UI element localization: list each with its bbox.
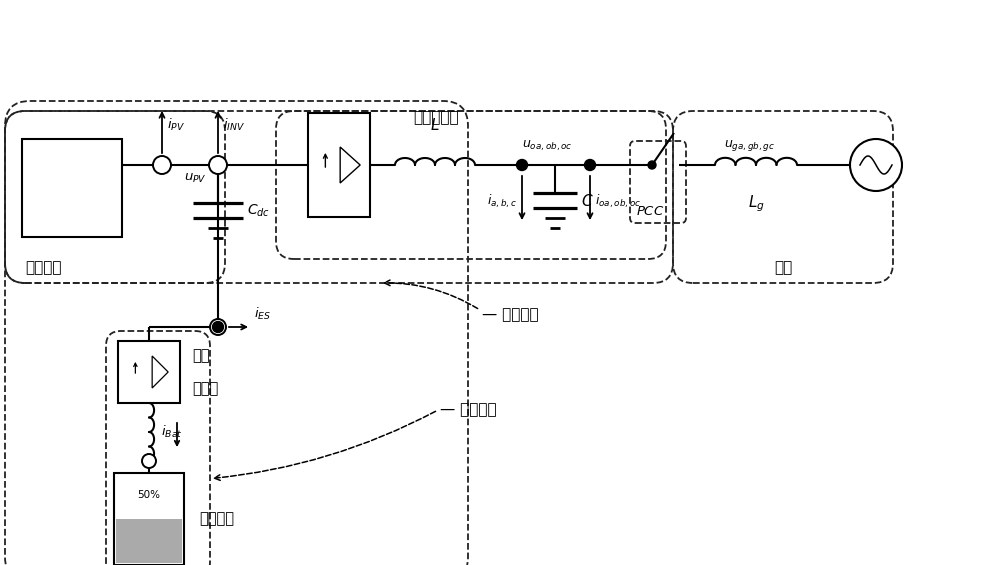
Circle shape <box>209 156 227 174</box>
Polygon shape <box>340 147 360 183</box>
Text: $i_{PV}$: $i_{PV}$ <box>167 117 185 133</box>
Text: $i_{ES}$: $i_{ES}$ <box>254 306 271 322</box>
Circle shape <box>850 139 902 191</box>
Polygon shape <box>152 356 168 388</box>
Text: $i_{INV}$: $i_{INV}$ <box>223 117 245 133</box>
Bar <box>118 341 180 403</box>
Text: 50%: 50% <box>138 490 161 500</box>
Circle shape <box>153 156 171 174</box>
Text: 光伏组件: 光伏组件 <box>25 260 62 275</box>
Text: $PCC$: $PCC$ <box>636 205 664 218</box>
Text: $i_{Bat}$: $i_{Bat}$ <box>161 424 183 440</box>
Circle shape <box>142 454 156 468</box>
Circle shape <box>516 159 528 171</box>
Circle shape <box>213 321 224 332</box>
Bar <box>22 139 122 237</box>
Text: $u_{ga,gb,gc}$: $u_{ga,gb,gc}$ <box>724 138 776 153</box>
Text: $u_{oa,ob,oc}$: $u_{oa,ob,oc}$ <box>522 138 573 153</box>
Text: $C$: $C$ <box>581 193 594 208</box>
Text: 电网: 电网 <box>774 260 792 275</box>
Text: 储能设备: 储能设备 <box>199 511 234 527</box>
Text: — 光伏单元: — 光伏单元 <box>482 307 539 323</box>
Circle shape <box>585 159 596 171</box>
Text: $L$: $L$ <box>430 117 440 133</box>
Text: $u_{PV}$: $u_{PV}$ <box>184 172 206 185</box>
Bar <box>308 113 370 217</box>
Circle shape <box>648 161 656 169</box>
Bar <box>114 473 184 565</box>
Text: $i_{oa,ob,oc}$: $i_{oa,ob,oc}$ <box>595 192 641 210</box>
Text: $C_{dc}$: $C_{dc}$ <box>247 203 270 219</box>
Text: 储能: 储能 <box>192 347 210 363</box>
Text: 光伏逆变器: 光伏逆变器 <box>413 110 459 125</box>
Text: 变流器: 变流器 <box>192 381 218 396</box>
Bar <box>116 519 182 563</box>
Text: $L_g$: $L_g$ <box>748 193 764 214</box>
Text: $i_{a,b,c}$: $i_{a,b,c}$ <box>487 192 517 210</box>
Text: — 储能单元: — 储能单元 <box>440 402 497 418</box>
Circle shape <box>210 319 226 335</box>
